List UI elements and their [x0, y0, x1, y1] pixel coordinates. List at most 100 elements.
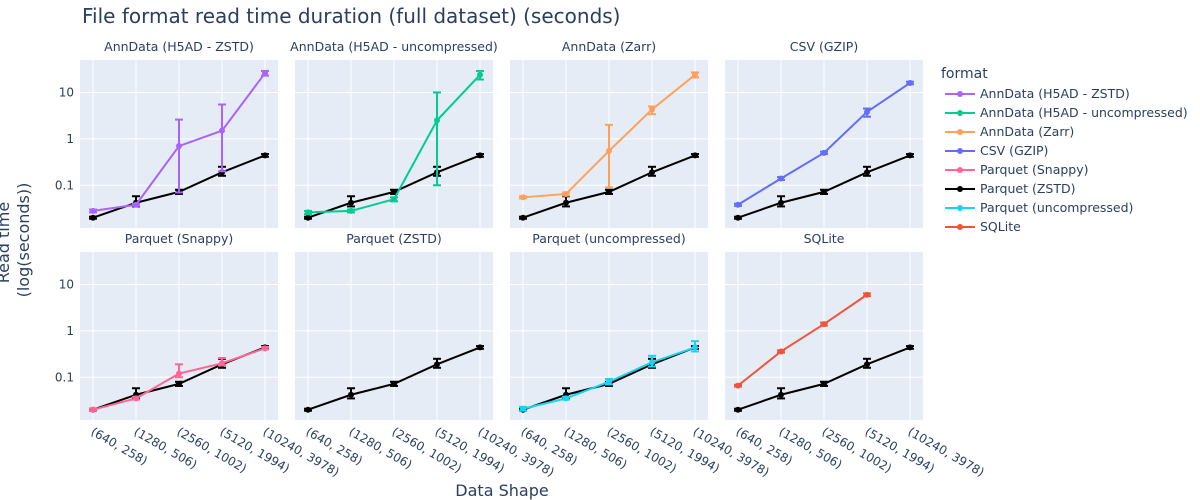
y-axis-title: Read time (log(seconds)) [0, 183, 33, 298]
series-anndata-h5ad-zstd [89, 69, 269, 214]
series-parquet-zstd [734, 152, 914, 221]
legend-label: AnnData (H5AD - ZSTD) [980, 86, 1130, 101]
data-point [133, 201, 139, 208]
data-point [606, 188, 612, 195]
legend-label: Parquet (ZSTD) [980, 181, 1076, 196]
data-point [520, 214, 526, 221]
x-axis-title: Data Shape [455, 481, 548, 500]
legend-swatch-marker [957, 110, 963, 116]
series-parquet-zstd [519, 152, 699, 221]
series-anndata-zarr [519, 71, 699, 201]
legend-item-anndata-h5ad-zstd[interactable]: AnnData (H5AD - ZSTD) [945, 86, 1130, 101]
data-point [821, 321, 827, 328]
data-point [176, 370, 182, 377]
facet-panel-anndata-h5ad-uncompressed: AnnData (H5AD - uncompressed) [290, 39, 498, 228]
data-point [864, 361, 870, 368]
legend-title: format [941, 66, 988, 82]
facet-panel-sqlite: SQLite(640, 258)(1280, 506)(2560, 1002)(… [725, 231, 987, 479]
data-point [649, 106, 655, 113]
data-point [735, 406, 741, 413]
data-point [90, 406, 96, 413]
legend-item-parquet-snappy[interactable]: Parquet (Snappy) [945, 162, 1089, 177]
series-anndata-h5ad-uncompressed [304, 69, 484, 216]
facet-title: Parquet (Snappy) [125, 231, 234, 246]
y-tick-label: 0.1 [55, 370, 74, 384]
data-point [219, 127, 225, 134]
series-line [737, 293, 868, 387]
legend-item-parquet-uncompressed[interactable]: Parquet (uncompressed) [945, 200, 1133, 215]
data-point [305, 406, 311, 413]
legend-label: Parquet (Snappy) [980, 162, 1089, 177]
data-point [907, 79, 913, 86]
legend-label: AnnData (H5AD - uncompressed) [980, 105, 1188, 120]
series-parquet-uncompressed [519, 340, 699, 412]
facet-panel-anndata-h5ad-zstd: AnnData (H5AD - ZSTD) 0.1 1 10 [55, 39, 278, 228]
data-point [262, 70, 268, 77]
data-point [735, 382, 741, 389]
legend-item-sqlite[interactable]: SQLite [945, 219, 1021, 234]
y-tick-label: 0.1 [55, 178, 74, 192]
legend-swatch-marker [957, 91, 963, 97]
legend-label: Parquet (uncompressed) [980, 200, 1133, 215]
data-point [391, 380, 397, 387]
data-point [563, 199, 569, 206]
data-point [778, 391, 784, 398]
legend-item-csv-gzip[interactable]: CSV (GZIP) [945, 143, 1048, 158]
data-point [821, 188, 827, 195]
chart-title: File format read time duration (full dat… [82, 4, 621, 28]
legend-swatch-marker [957, 167, 963, 173]
data-point [520, 405, 526, 412]
legend-label: AnnData (Zarr) [980, 124, 1074, 139]
data-point [90, 214, 96, 221]
data-point [520, 194, 526, 201]
data-point [735, 201, 741, 208]
series-csv-gzip [734, 79, 914, 208]
data-point [305, 214, 311, 221]
y-axis-title-line-1: Read time [0, 202, 13, 283]
data-point [90, 207, 96, 214]
legend-swatch-marker [957, 129, 963, 135]
facet-title: AnnData (Zarr) [562, 39, 656, 54]
data-point [477, 71, 483, 78]
data-point [262, 345, 268, 352]
y-tick-label: 10 [59, 277, 74, 291]
facet-panel-anndata-zarr: AnnData (Zarr) [510, 39, 708, 228]
data-point [348, 199, 354, 206]
facet-title: AnnData (H5AD - uncompressed) [290, 39, 498, 54]
data-point [778, 199, 784, 206]
data-point [864, 108, 870, 115]
data-point [692, 344, 698, 351]
series-parquet-zstd [304, 344, 484, 413]
data-point [348, 207, 354, 214]
data-point [864, 291, 870, 298]
data-point [348, 391, 354, 398]
legend-item-anndata-h5ad-uncompressed[interactable]: AnnData (H5AD - uncompressed) [945, 105, 1188, 120]
data-point [391, 188, 397, 195]
facet-title: CSV (GZIP) [790, 39, 858, 54]
y-tick-label: 10 [59, 85, 74, 99]
data-point [692, 152, 698, 159]
y-tick-label: 1 [66, 132, 74, 146]
facet-title: Parquet (ZSTD) [346, 231, 442, 246]
legend-swatch-marker [957, 224, 963, 230]
facet-title: SQLite [804, 231, 845, 246]
legend-label: SQLite [980, 219, 1021, 234]
legend-item-parquet-zstd[interactable]: Parquet (ZSTD) [945, 181, 1076, 196]
legend-swatch-marker [957, 205, 963, 211]
data-point [907, 152, 913, 159]
y-tick-label: 1 [66, 324, 74, 338]
facet-title: Parquet (uncompressed) [532, 231, 685, 246]
data-point [563, 190, 569, 197]
data-point [778, 175, 784, 182]
data-point [176, 380, 182, 387]
data-point [434, 117, 440, 124]
data-point [778, 348, 784, 355]
legend-item-anndata-zarr[interactable]: AnnData (Zarr) [945, 124, 1074, 139]
data-point [821, 149, 827, 156]
data-point [477, 152, 483, 159]
series-parquet-zstd [734, 344, 914, 413]
data-point [735, 214, 741, 221]
data-point [649, 169, 655, 176]
